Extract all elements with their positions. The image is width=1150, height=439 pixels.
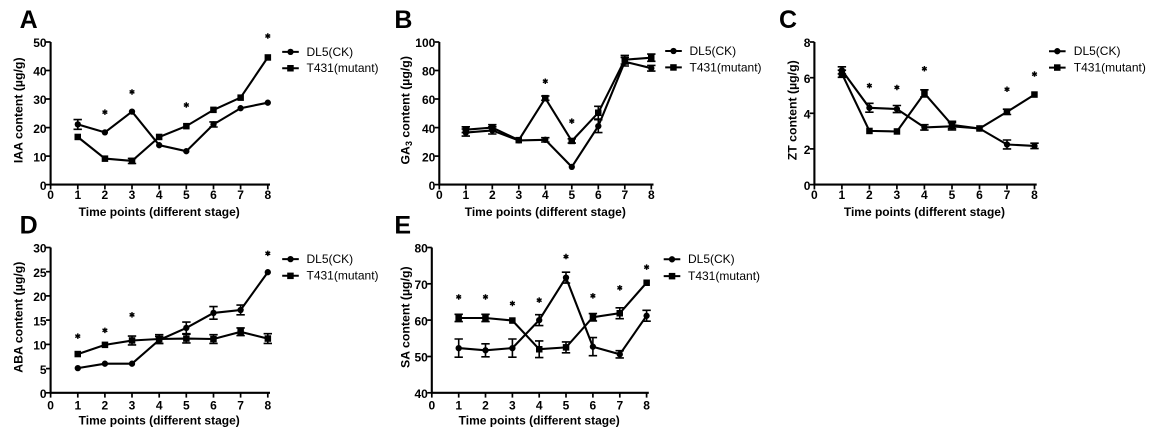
svg-text:ZT content (µg/g): ZT content (µg/g) — [786, 60, 800, 160]
svg-text:E: E — [394, 212, 411, 240]
svg-text:3: 3 — [129, 398, 136, 412]
svg-text:20: 20 — [33, 290, 47, 304]
svg-text:20: 20 — [422, 150, 436, 164]
svg-text:30: 30 — [33, 93, 47, 107]
svg-text:7: 7 — [616, 398, 623, 412]
svg-text:Time points (different stage): Time points (different stage) — [465, 205, 626, 219]
svg-text:2: 2 — [489, 188, 496, 202]
svg-text:GA3 content (µg/g): GA3 content (µg/g) — [398, 56, 414, 164]
svg-text:6: 6 — [210, 398, 217, 412]
svg-text:5: 5 — [183, 188, 190, 202]
svg-text:8: 8 — [643, 398, 650, 412]
svg-text:1: 1 — [462, 188, 469, 202]
svg-text:15: 15 — [33, 314, 47, 328]
svg-text:DL5(CK): DL5(CK) — [1074, 44, 1121, 58]
svg-text:DL5(CK): DL5(CK) — [690, 44, 737, 58]
svg-text:4: 4 — [921, 188, 928, 202]
svg-text:8: 8 — [264, 398, 271, 412]
svg-text:7: 7 — [621, 188, 628, 202]
svg-text:DL5(CK): DL5(CK) — [307, 45, 354, 59]
svg-text:D: D — [20, 212, 38, 240]
svg-text:1: 1 — [74, 188, 81, 202]
svg-text:20: 20 — [33, 122, 47, 136]
svg-text:3: 3 — [509, 398, 516, 412]
svg-text:40: 40 — [33, 65, 47, 79]
svg-text:6: 6 — [976, 188, 983, 202]
svg-text:A: A — [20, 6, 38, 34]
svg-text:60: 60 — [414, 314, 428, 328]
svg-text:6: 6 — [590, 398, 597, 412]
svg-text:3: 3 — [894, 188, 901, 202]
svg-text:10: 10 — [33, 150, 47, 164]
svg-text:2: 2 — [866, 188, 873, 202]
svg-text:6: 6 — [210, 188, 217, 202]
svg-text:5: 5 — [568, 188, 575, 202]
svg-text:DL5(CK): DL5(CK) — [307, 252, 354, 266]
svg-text:6: 6 — [595, 188, 602, 202]
svg-text:T431(mutant): T431(mutant) — [307, 61, 379, 75]
svg-text:70: 70 — [414, 278, 428, 292]
svg-text:0: 0 — [40, 387, 47, 401]
svg-text:3: 3 — [129, 188, 136, 202]
svg-text:4: 4 — [536, 398, 543, 412]
svg-text:4: 4 — [156, 188, 163, 202]
svg-text:50: 50 — [414, 351, 428, 365]
svg-text:6: 6 — [804, 72, 811, 86]
svg-text:40: 40 — [422, 122, 436, 136]
svg-text:40: 40 — [414, 387, 428, 401]
svg-text:5: 5 — [40, 363, 47, 377]
svg-text:8: 8 — [264, 188, 271, 202]
svg-text:C: C — [779, 6, 797, 34]
svg-text:8: 8 — [1031, 188, 1038, 202]
svg-text:0: 0 — [47, 398, 54, 412]
svg-text:DL5(CK): DL5(CK) — [688, 252, 735, 266]
svg-text:1: 1 — [455, 398, 462, 412]
svg-text:50: 50 — [33, 36, 47, 50]
svg-text:0: 0 — [428, 398, 435, 412]
svg-text:30: 30 — [33, 242, 47, 256]
svg-text:1: 1 — [839, 188, 846, 202]
svg-text:2: 2 — [482, 398, 489, 412]
svg-text:10: 10 — [33, 339, 47, 353]
svg-text:4: 4 — [542, 188, 549, 202]
svg-text:4: 4 — [156, 398, 163, 412]
svg-text:0: 0 — [804, 179, 811, 193]
svg-text:0: 0 — [47, 188, 54, 202]
svg-text:Time points (different stage): Time points (different stage) — [79, 205, 240, 219]
svg-text:25: 25 — [33, 266, 47, 280]
svg-text:7: 7 — [237, 188, 244, 202]
svg-text:T431(mutant): T431(mutant) — [307, 269, 379, 283]
svg-text:2: 2 — [102, 398, 109, 412]
svg-text:5: 5 — [949, 188, 956, 202]
svg-text:ABA content (µg/g): ABA content (µg/g) — [12, 262, 26, 373]
svg-text:B: B — [394, 6, 412, 34]
svg-text:100: 100 — [415, 36, 435, 50]
svg-text:Time points (different stage): Time points (different stage) — [459, 414, 620, 428]
svg-text:60: 60 — [422, 93, 436, 107]
svg-text:IAA content (µg/g): IAA content (µg/g) — [12, 57, 26, 163]
svg-text:2: 2 — [804, 143, 811, 157]
svg-text:7: 7 — [1004, 188, 1011, 202]
svg-text:5: 5 — [183, 398, 190, 412]
svg-text:Time points (different stage): Time points (different stage) — [844, 205, 1005, 219]
svg-text:80: 80 — [414, 242, 428, 256]
svg-text:5: 5 — [563, 398, 570, 412]
svg-text:T431(mutant): T431(mutant) — [690, 60, 762, 74]
svg-text:SA content (µg/g): SA content (µg/g) — [399, 266, 413, 368]
svg-text:0: 0 — [40, 179, 47, 193]
svg-text:0: 0 — [811, 188, 818, 202]
svg-text:T431(mutant): T431(mutant) — [688, 269, 760, 283]
svg-text:Time points (different stage): Time points (different stage) — [79, 414, 240, 428]
svg-text:0: 0 — [436, 188, 443, 202]
svg-text:8: 8 — [804, 36, 811, 50]
svg-text:4: 4 — [804, 108, 811, 122]
svg-text:8: 8 — [648, 188, 655, 202]
svg-text:7: 7 — [237, 398, 244, 412]
svg-text:2: 2 — [102, 188, 109, 202]
svg-text:3: 3 — [515, 188, 522, 202]
svg-text:0: 0 — [429, 179, 436, 193]
svg-text:T431(mutant): T431(mutant) — [1074, 61, 1146, 75]
svg-text:80: 80 — [422, 65, 436, 79]
svg-text:1: 1 — [74, 398, 81, 412]
